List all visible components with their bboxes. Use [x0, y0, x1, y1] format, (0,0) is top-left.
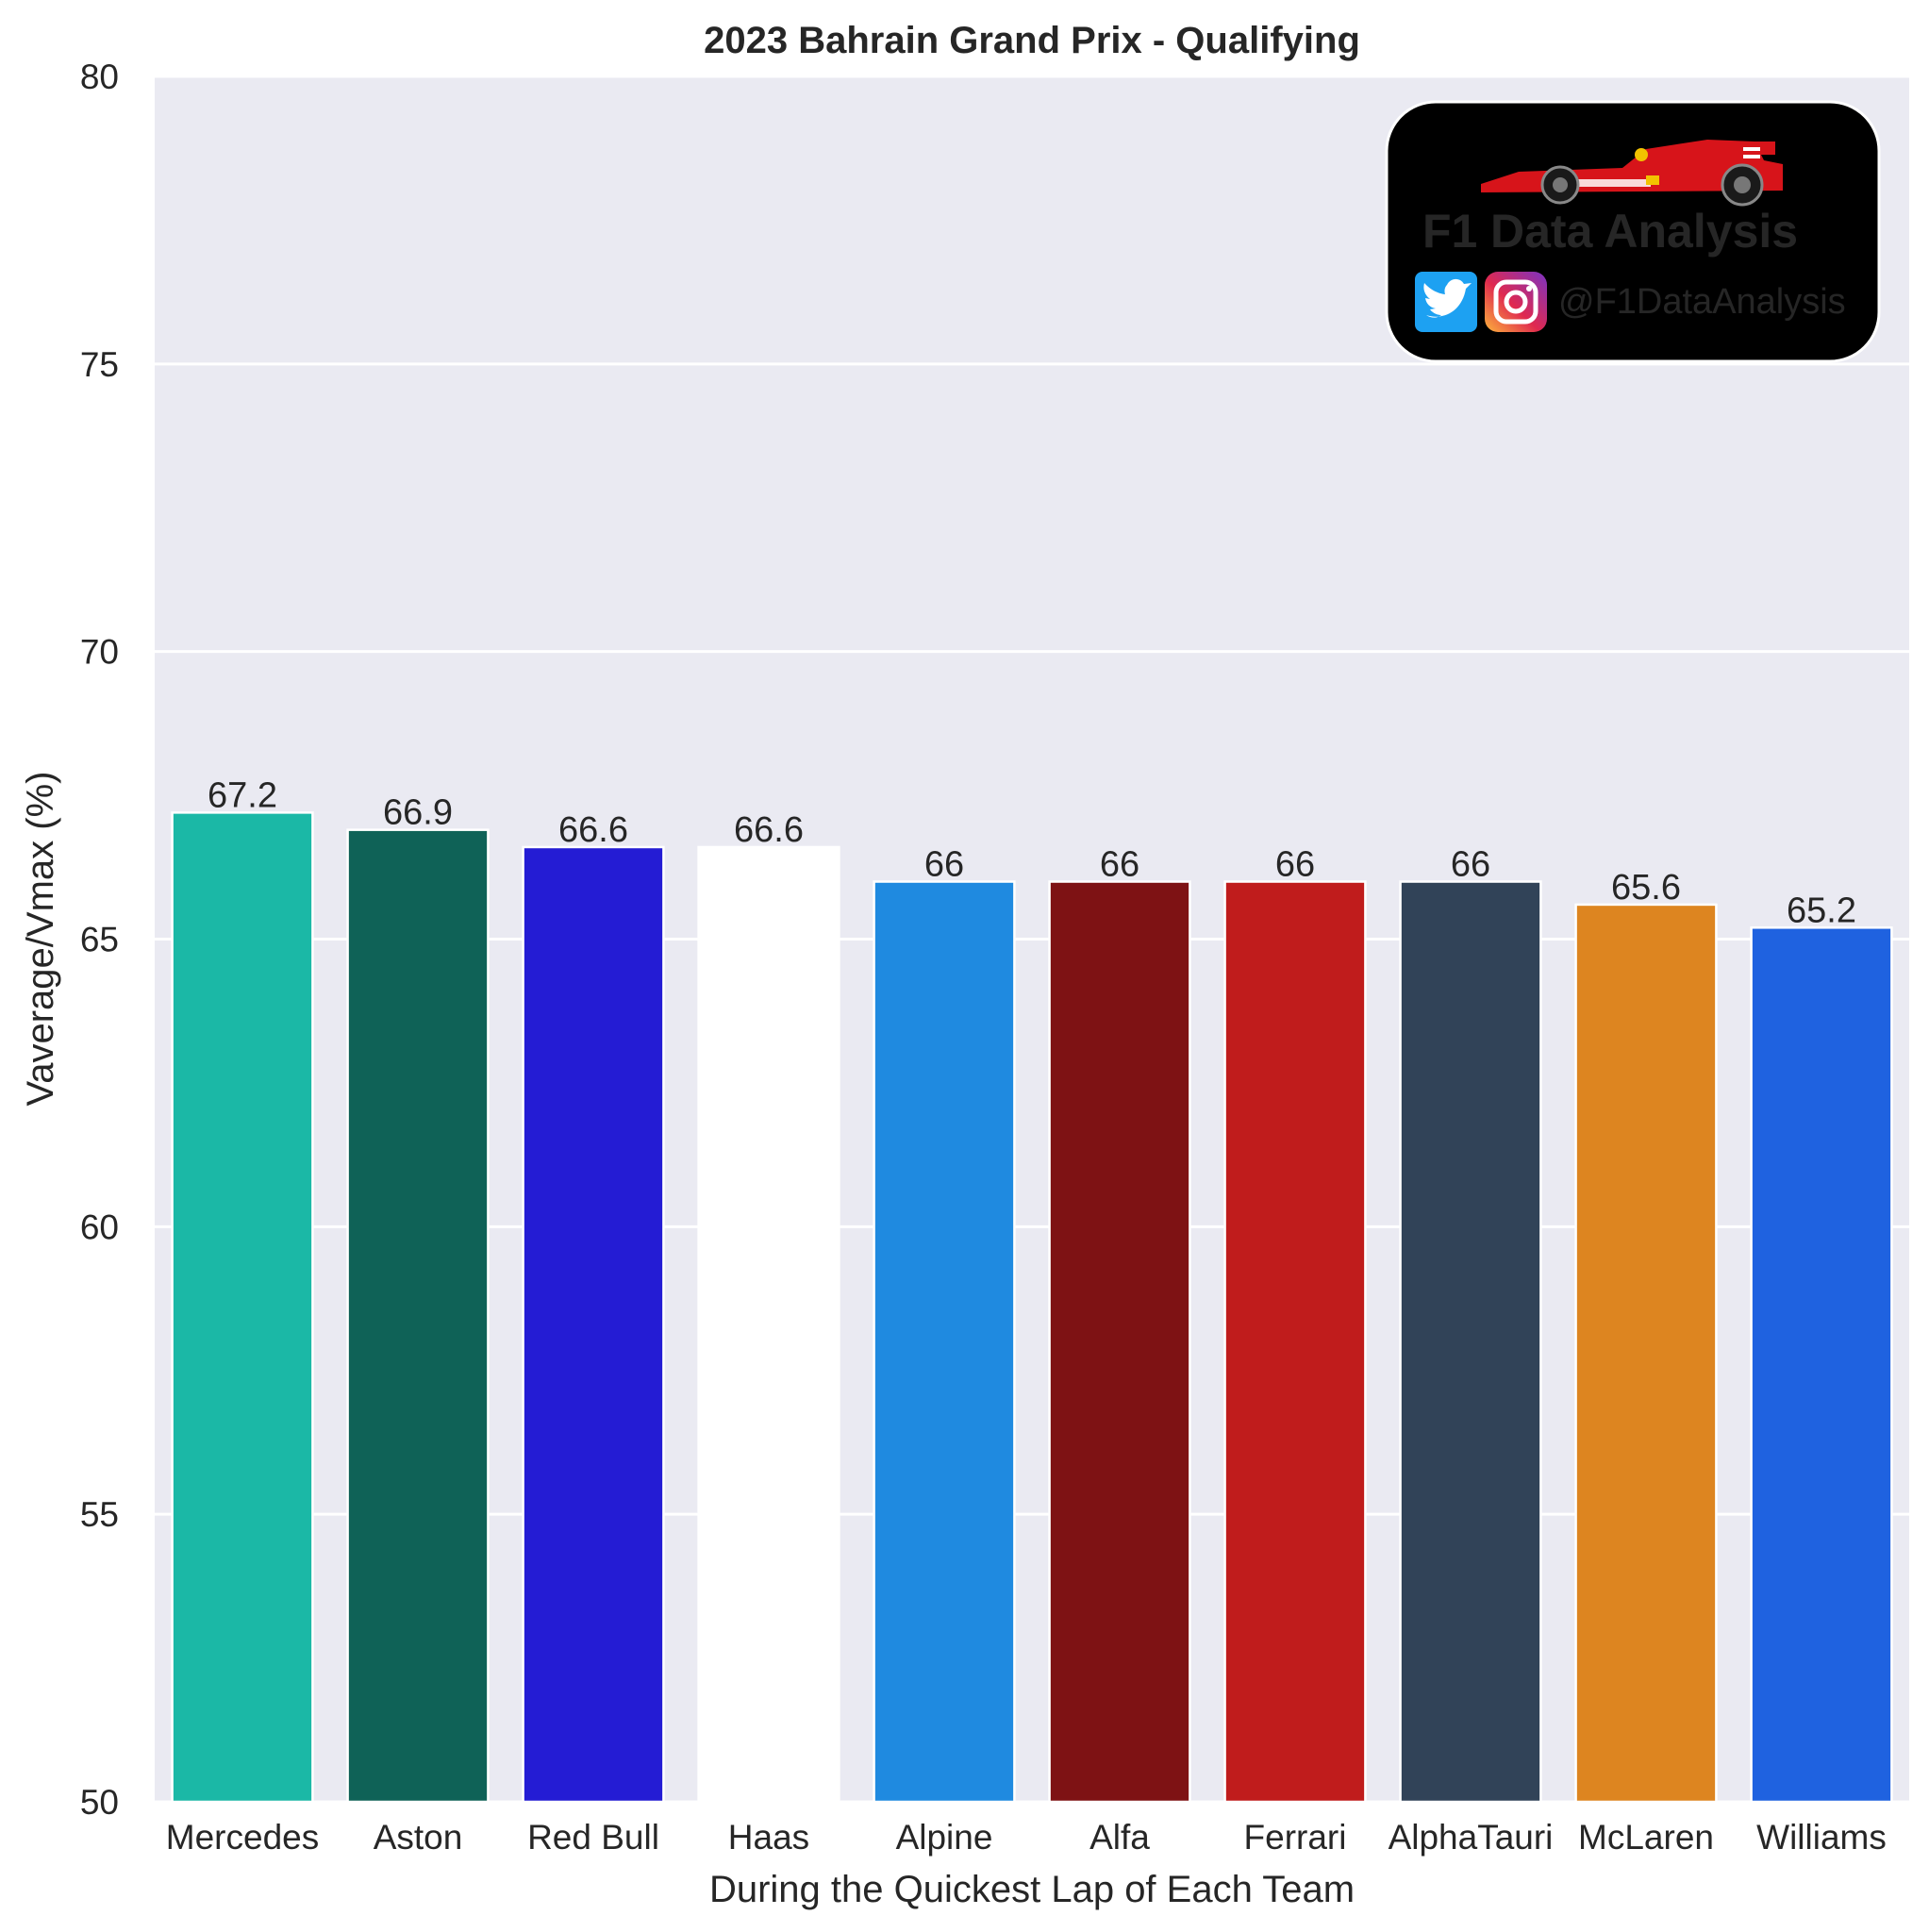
bar-ferrari: [1223, 880, 1367, 1804]
instagram-icon: [1485, 272, 1547, 332]
data-label: 66: [1275, 845, 1315, 885]
y-tick-label: 60: [80, 1208, 119, 1246]
bar-alphatauri: [1399, 880, 1542, 1804]
x-tick-label: Mercedes: [166, 1818, 319, 1857]
y-axis-label: Vaverage/Vmax (%): [20, 772, 61, 1107]
x-tick-label: Red Bull: [527, 1818, 659, 1857]
chart-title: 2023 Bahrain Grand Prix - Qualifying: [704, 20, 1360, 61]
data-label: 65.6: [1611, 868, 1681, 908]
brand-prefix: F1: [1422, 205, 1477, 258]
y-tick-label: 70: [80, 633, 119, 672]
x-tick-label: Ferrari: [1244, 1818, 1347, 1857]
bar-red-bull: [522, 845, 665, 1804]
data-label: 66.9: [383, 793, 453, 833]
data-label: 66: [1451, 845, 1490, 885]
bar-alfa: [1048, 880, 1191, 1804]
social-handle: @F1DataAnalysis: [1558, 282, 1846, 322]
x-axis-label: During the Quickest Lap of Each Team: [709, 1869, 1355, 1910]
bar-aston: [346, 828, 490, 1804]
x-tick-label: Aston: [374, 1818, 463, 1857]
data-label: 66.6: [734, 810, 804, 850]
data-labels: 67.2 66.9 66.6 66.6 66 66 66 66 65.6 65.2: [208, 775, 1856, 930]
y-tick-labels: 50 55 60 65 70 75 80: [80, 58, 119, 1822]
data-label: 65.2: [1787, 891, 1856, 930]
bar-mclaren: [1574, 903, 1718, 1804]
brand-name: Data Analysis: [1490, 205, 1798, 258]
watermark-logo: F1 Data Analysis @F1DataAnalysis: [1385, 100, 1881, 363]
x-tick-label: Haas: [728, 1818, 809, 1857]
x-tick-label: McLaren: [1578, 1818, 1714, 1857]
y-tick-label: 80: [80, 58, 119, 96]
bar-alpine: [873, 880, 1016, 1804]
x-tick-label: Alpine: [896, 1818, 993, 1857]
data-label: 67.2: [208, 775, 277, 815]
data-label: 66: [924, 845, 964, 885]
data-label: 66.6: [558, 810, 628, 850]
data-label: 66: [1100, 845, 1139, 885]
y-tick-label: 65: [80, 921, 119, 959]
f1-car-icon: [1481, 140, 1783, 207]
y-tick-label: 75: [80, 345, 119, 384]
x-tick-labels: Mercedes Aston Red Bull Haas Alpine Alfa Ferra…: [166, 1818, 1887, 1857]
x-tick-label: AlphaTauri: [1389, 1818, 1554, 1857]
bar-haas: [697, 845, 840, 1804]
bars: [171, 811, 1893, 1804]
y-tick-label: 50: [80, 1783, 119, 1822]
y-tick-label: 55: [80, 1495, 119, 1534]
bar-mercedes: [171, 811, 314, 1804]
x-tick-label: Williams: [1756, 1818, 1887, 1857]
x-tick-label: Alfa: [1089, 1818, 1150, 1857]
bar-williams: [1750, 926, 1893, 1804]
twitter-icon: [1415, 272, 1477, 332]
